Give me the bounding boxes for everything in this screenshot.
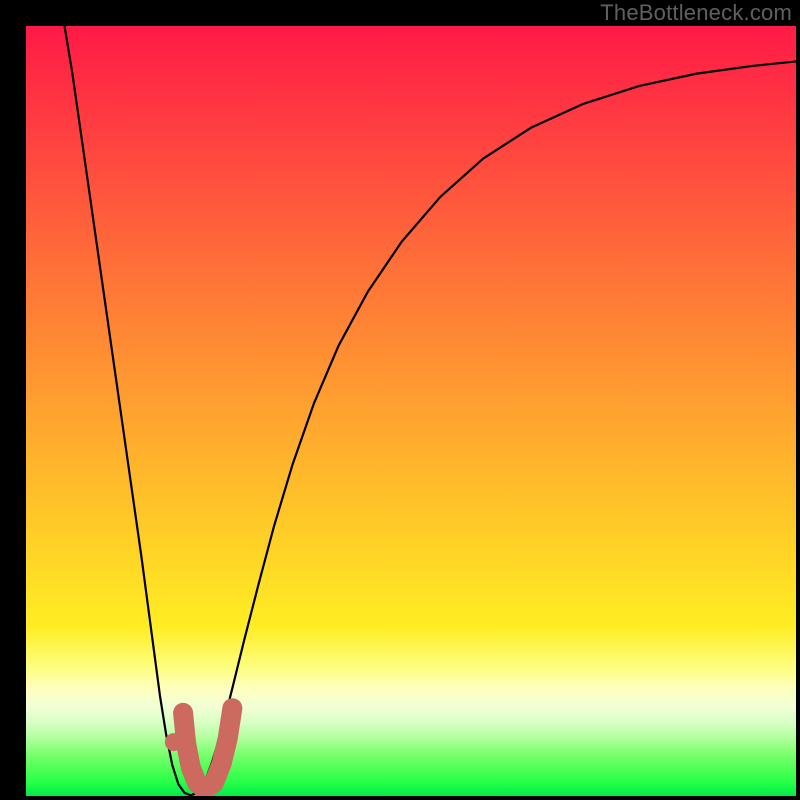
plot-area (26, 26, 796, 796)
highlight-dot (165, 733, 183, 751)
source-watermark: TheBottleneck.com (600, 0, 792, 26)
gradient-background (26, 26, 796, 796)
plot-svg (26, 26, 796, 796)
chart-frame: TheBottleneck.com (0, 0, 800, 800)
